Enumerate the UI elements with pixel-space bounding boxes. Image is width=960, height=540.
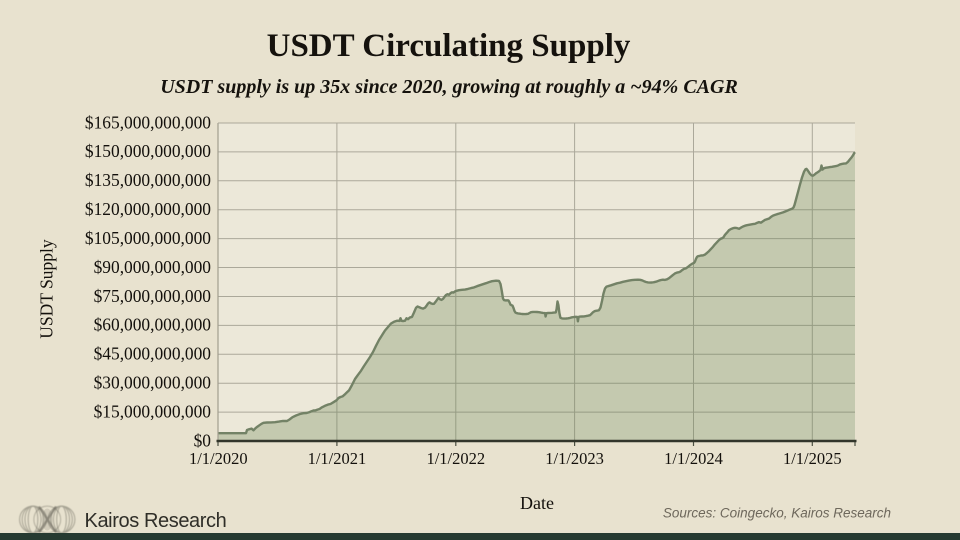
svg-text:$150,000,000,000: $150,000,000,000 (85, 141, 211, 161)
svg-text:$0: $0 (194, 430, 212, 450)
svg-text:1/1/2023: 1/1/2023 (545, 449, 604, 468)
svg-text:USDT Supply: USDT Supply (37, 239, 57, 339)
svg-text:$135,000,000,000: $135,000,000,000 (85, 170, 211, 190)
svg-text:Kairos Research: Kairos Research (85, 510, 227, 532)
svg-text:$60,000,000,000: $60,000,000,000 (94, 315, 212, 335)
svg-text:$75,000,000,000: $75,000,000,000 (94, 286, 212, 306)
svg-text:$30,000,000,000: $30,000,000,000 (94, 373, 212, 393)
svg-text:1/1/2025: 1/1/2025 (783, 449, 842, 468)
svg-text:$45,000,000,000: $45,000,000,000 (94, 344, 212, 364)
svg-text:USDT Circulating Supply: USDT Circulating Supply (267, 28, 631, 64)
svg-text:$90,000,000,000: $90,000,000,000 (94, 257, 212, 277)
svg-text:USDT supply is up 35x since 20: USDT supply is up 35x since 2020, growin… (160, 76, 738, 98)
svg-text:1/1/2024: 1/1/2024 (664, 449, 723, 468)
svg-text:Date: Date (520, 493, 554, 513)
svg-text:1/1/2022: 1/1/2022 (426, 449, 485, 468)
svg-text:1/1/2020: 1/1/2020 (189, 449, 248, 468)
svg-text:$15,000,000,000: $15,000,000,000 (94, 401, 212, 421)
svg-text:Sources: Coingecko, Kairos Res: Sources: Coingecko, Kairos Research (663, 506, 891, 521)
svg-text:$120,000,000,000: $120,000,000,000 (85, 199, 211, 219)
svg-text:$165,000,000,000: $165,000,000,000 (85, 112, 211, 132)
svg-text:$105,000,000,000: $105,000,000,000 (85, 228, 211, 248)
svg-text:1/1/2021: 1/1/2021 (308, 449, 367, 468)
